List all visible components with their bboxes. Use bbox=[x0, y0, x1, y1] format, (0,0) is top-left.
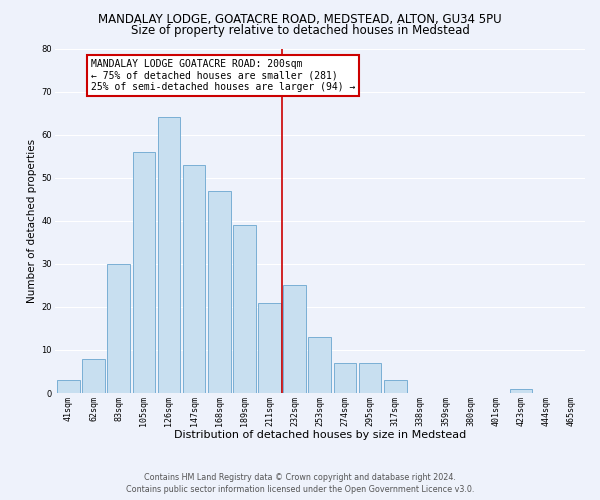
Bar bbox=[258, 302, 281, 393]
Bar bbox=[107, 264, 130, 393]
Text: MANDALAY LODGE, GOATACRE ROAD, MEDSTEAD, ALTON, GU34 5PU: MANDALAY LODGE, GOATACRE ROAD, MEDSTEAD,… bbox=[98, 12, 502, 26]
Y-axis label: Number of detached properties: Number of detached properties bbox=[27, 138, 37, 303]
Bar bbox=[183, 165, 205, 393]
Bar bbox=[359, 363, 382, 393]
Bar bbox=[208, 190, 230, 393]
Bar bbox=[133, 152, 155, 393]
Bar bbox=[233, 225, 256, 393]
Text: MANDALAY LODGE GOATACRE ROAD: 200sqm
← 75% of detached houses are smaller (281)
: MANDALAY LODGE GOATACRE ROAD: 200sqm ← 7… bbox=[91, 60, 355, 92]
Bar bbox=[334, 363, 356, 393]
Bar bbox=[384, 380, 407, 393]
X-axis label: Distribution of detached houses by size in Medstead: Distribution of detached houses by size … bbox=[173, 430, 466, 440]
Bar bbox=[82, 358, 105, 393]
Bar bbox=[509, 388, 532, 393]
Bar bbox=[308, 337, 331, 393]
Bar bbox=[57, 380, 80, 393]
Bar bbox=[283, 286, 306, 393]
Bar bbox=[158, 118, 180, 393]
Text: Contains HM Land Registry data © Crown copyright and database right 2024.
Contai: Contains HM Land Registry data © Crown c… bbox=[126, 473, 474, 494]
Text: Size of property relative to detached houses in Medstead: Size of property relative to detached ho… bbox=[131, 24, 469, 37]
